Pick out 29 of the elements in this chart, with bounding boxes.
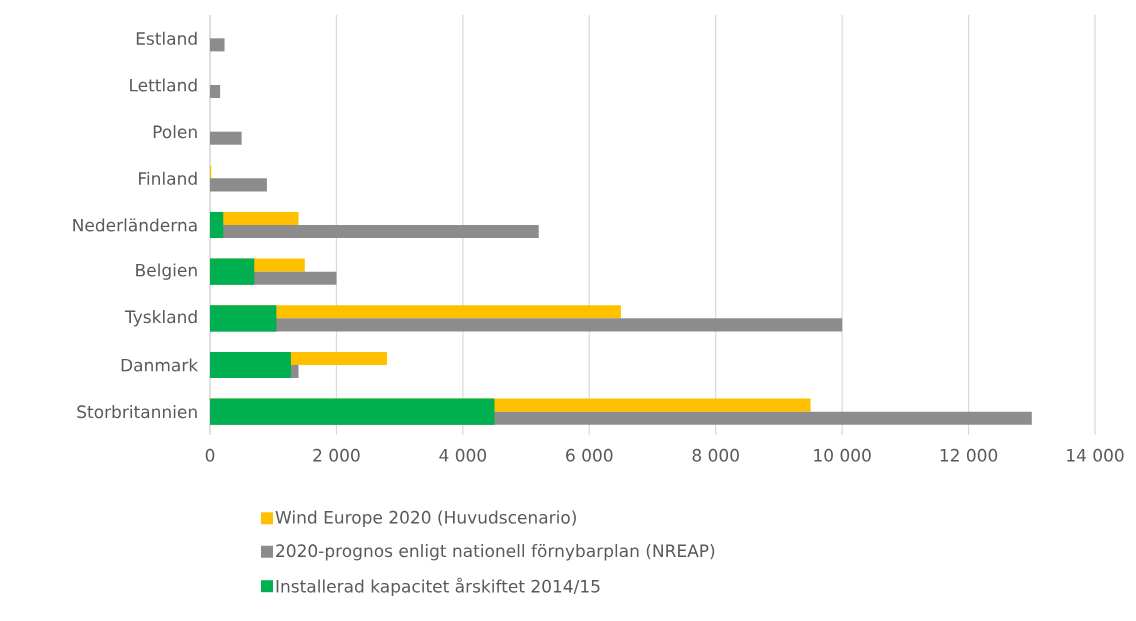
x-tick-label: 6 000 [566,448,613,462]
x-tick-label: 8 000 [692,448,739,462]
bar [210,38,225,52]
bar [210,398,495,425]
x-tick-label: 4 000 [439,448,487,462]
legend-label: 2020-prognos enligt nationell förnybarplan (NREAP) [276,544,715,561]
y-tick-label: Nederländerna [73,218,197,232]
legend-label: Installerad kapacitet årskiftet 2014/15 [276,577,600,596]
x-tick-label: 0 [205,448,215,462]
bar [210,178,267,192]
x-tick-label: 12 000 [940,448,998,462]
bar [210,131,242,145]
x-tick-label: 2 000 [313,448,360,462]
y-tick-label: Estland [136,31,197,45]
y-tick-label: Belgien [136,263,197,280]
bar [210,211,224,239]
x-tick-label: 14 000 [1067,448,1124,462]
bar [210,351,291,379]
bar [210,258,255,285]
x-tick-label: 10 000 [814,448,871,462]
y-tick-label: Lettland [130,78,197,92]
bar [210,305,277,332]
y-tick-label: Polen [153,125,197,139]
y-tick-label: Tyskland [124,310,197,327]
y-tick-label: Finland [139,171,197,185]
legend-label: Wind Europe 2020 (Huvudscenario) [275,510,576,528]
y-tick-label: Danmark [121,358,199,372]
bar [210,84,221,99]
y-tick-label: Storbritannien [77,405,197,419]
